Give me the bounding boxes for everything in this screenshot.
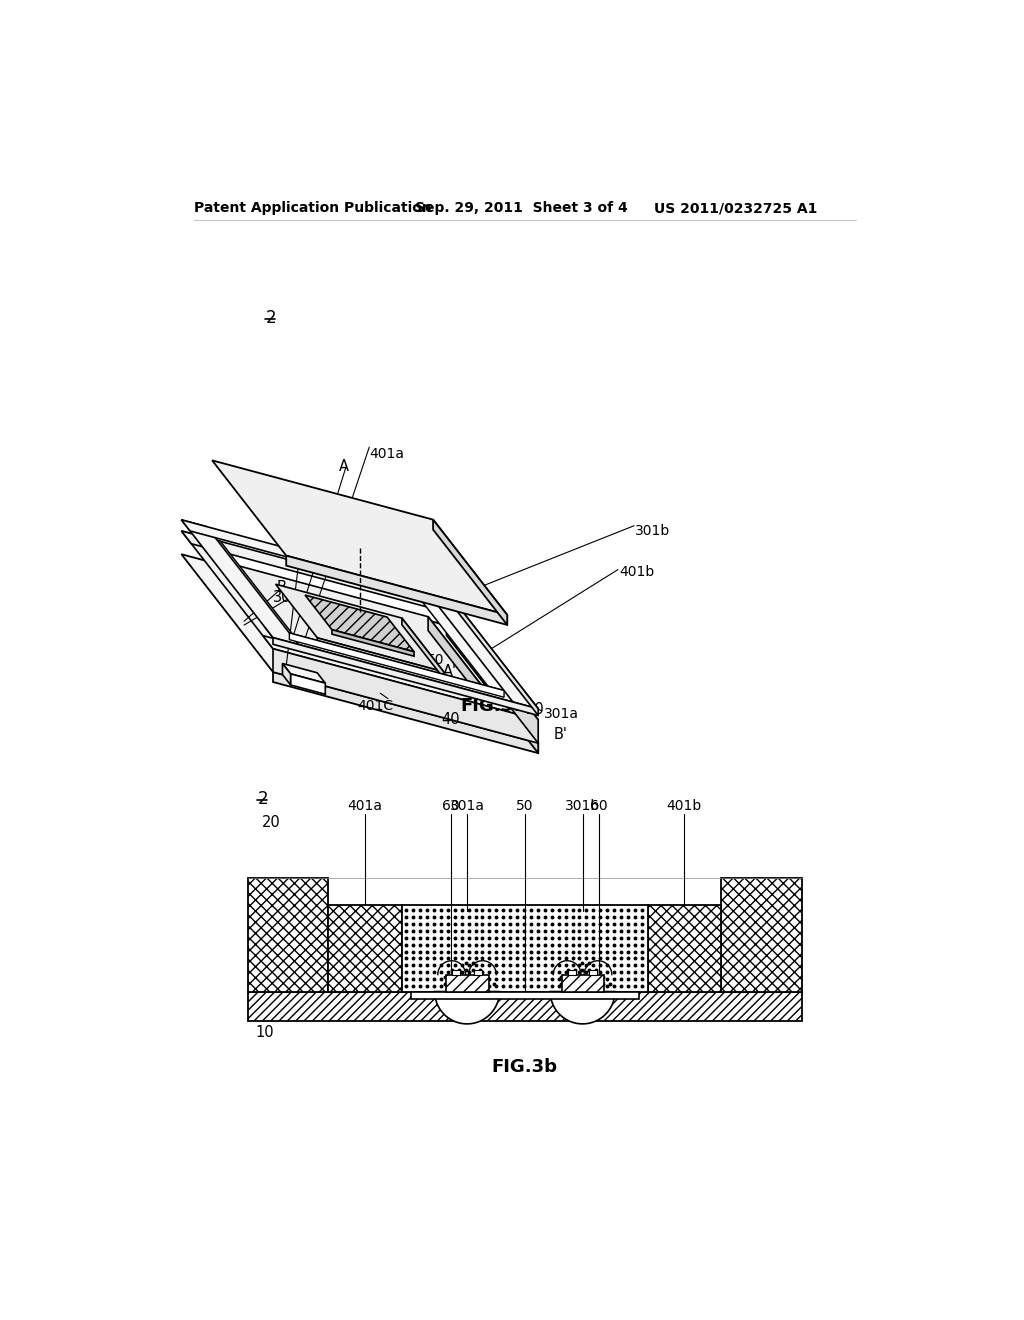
Text: B': B' — [554, 727, 567, 742]
Polygon shape — [401, 618, 443, 678]
Bar — [248, 991, 802, 1020]
Polygon shape — [446, 626, 539, 754]
Polygon shape — [283, 664, 326, 684]
Polygon shape — [317, 638, 443, 678]
Text: 401b: 401b — [620, 565, 654, 579]
Bar — [568, 970, 575, 974]
Text: 20: 20 — [261, 816, 281, 830]
Polygon shape — [264, 626, 539, 709]
Text: 301a: 301a — [544, 708, 579, 721]
Text: 60: 60 — [590, 799, 607, 813]
Polygon shape — [416, 594, 524, 708]
Text: 10: 10 — [255, 1024, 274, 1040]
Text: Sep. 29, 2011  Sheet 3 of 4: Sep. 29, 2011 Sheet 3 of 4 — [416, 202, 628, 215]
Polygon shape — [181, 520, 298, 644]
Bar — [474, 970, 481, 974]
Polygon shape — [283, 664, 291, 685]
Bar — [648, 906, 721, 991]
Text: 40: 40 — [441, 713, 460, 727]
Text: 401C: 401C — [357, 698, 393, 713]
Text: 401a: 401a — [370, 447, 404, 461]
Polygon shape — [418, 594, 539, 719]
Text: A': A' — [443, 664, 457, 680]
Text: 301b: 301b — [565, 799, 600, 813]
Text: US 2011/0232725 A1: US 2011/0232725 A1 — [654, 202, 817, 215]
Polygon shape — [267, 628, 524, 708]
Text: 2: 2 — [265, 309, 275, 326]
Text: 80: 80 — [374, 566, 392, 581]
Polygon shape — [291, 652, 500, 722]
Polygon shape — [291, 675, 326, 694]
Polygon shape — [435, 991, 500, 1024]
Bar — [411, 991, 639, 999]
Text: Patent Application Publication: Patent Application Publication — [194, 202, 431, 215]
Text: 301a: 301a — [450, 799, 484, 813]
Text: FIG.3a: FIG.3a — [460, 697, 525, 715]
Polygon shape — [290, 634, 504, 697]
Polygon shape — [181, 554, 539, 743]
Text: B: B — [276, 581, 287, 595]
Text: 60: 60 — [442, 799, 460, 813]
Text: 2: 2 — [258, 789, 268, 808]
Bar — [590, 970, 597, 974]
Text: A: A — [339, 459, 348, 474]
Polygon shape — [550, 991, 614, 1024]
Text: 401b: 401b — [667, 799, 701, 813]
Polygon shape — [433, 520, 507, 624]
Text: 202: 202 — [281, 494, 307, 507]
Text: FIG.3b: FIG.3b — [492, 1057, 558, 1076]
Bar — [721, 878, 802, 991]
Polygon shape — [181, 531, 457, 615]
Polygon shape — [287, 556, 507, 624]
Bar — [248, 878, 329, 991]
Text: 301b: 301b — [635, 524, 670, 539]
Polygon shape — [220, 561, 500, 709]
Polygon shape — [446, 602, 539, 743]
Polygon shape — [332, 630, 414, 656]
Bar — [453, 970, 460, 974]
Polygon shape — [305, 595, 414, 652]
Polygon shape — [195, 535, 304, 648]
Polygon shape — [212, 461, 507, 615]
Polygon shape — [421, 585, 539, 709]
Text: 30: 30 — [273, 590, 292, 606]
Polygon shape — [181, 531, 301, 656]
Text: 401a: 401a — [347, 799, 382, 813]
Text: 20: 20 — [525, 702, 544, 717]
Text: 50: 50 — [427, 653, 444, 667]
Bar — [562, 974, 604, 991]
Polygon shape — [273, 672, 539, 754]
Polygon shape — [275, 585, 443, 672]
Polygon shape — [428, 616, 500, 722]
Polygon shape — [273, 648, 539, 743]
Polygon shape — [263, 635, 539, 719]
Polygon shape — [273, 638, 539, 715]
Polygon shape — [181, 520, 456, 602]
Text: 50: 50 — [516, 799, 534, 813]
Bar — [401, 906, 648, 991]
Bar — [446, 974, 488, 991]
Text: 10: 10 — [500, 684, 518, 698]
Bar — [329, 906, 401, 991]
Polygon shape — [446, 591, 539, 715]
